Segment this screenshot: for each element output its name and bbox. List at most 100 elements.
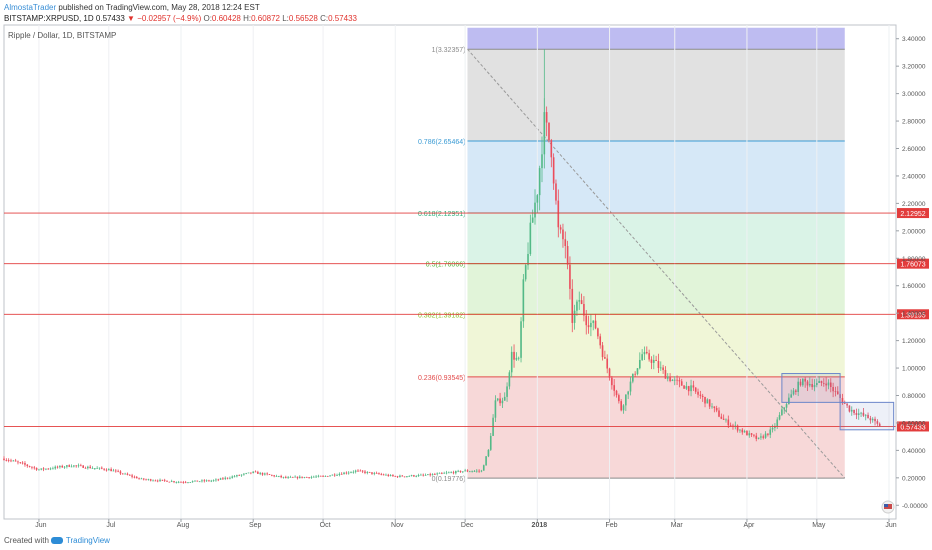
candle-body [133, 476, 136, 478]
candle-body [336, 474, 338, 476]
candle-body [431, 474, 434, 476]
candle-body [14, 460, 17, 462]
candle-body [611, 377, 613, 386]
chart-legend: Ripple / Dollar, 1D, BITSTAMP [8, 31, 116, 40]
footer: Created with TradingView [4, 536, 110, 545]
candle-body [324, 475, 327, 477]
candle-body [813, 385, 816, 388]
candle-body [298, 476, 301, 479]
fib-level-label: 0.382(1.39182) [418, 312, 465, 319]
candle-body [154, 480, 157, 482]
candle-body [522, 279, 525, 322]
candle-body [399, 475, 401, 478]
candle-body [261, 472, 264, 475]
price-line-tag-label: 1.76073 [900, 262, 925, 269]
candle-body [802, 378, 804, 386]
candle-body [820, 380, 823, 383]
candle-body [345, 472, 348, 474]
candle-body [548, 122, 550, 141]
candle-body [506, 386, 508, 397]
candle-body [809, 384, 811, 386]
candle-body [746, 431, 748, 436]
author-link[interactable]: AlmostaTrader [4, 3, 57, 12]
candle-body [755, 435, 758, 439]
candle-body [182, 482, 185, 483]
candle-body [606, 358, 609, 369]
candle-body [278, 475, 280, 477]
close-label: C: [320, 14, 329, 23]
candle-body [461, 471, 464, 473]
candle-body [666, 376, 669, 379]
low-label: L: [282, 14, 289, 23]
candle-body [149, 479, 152, 481]
candle-body [257, 471, 259, 474]
candle-body [294, 476, 296, 478]
candle-body [59, 465, 61, 468]
flag-icon[interactable] [881, 500, 895, 514]
candle-body [441, 472, 443, 474]
candle-body [459, 470, 462, 473]
x-tick-label: 2018 [532, 522, 548, 529]
candle-body [599, 336, 602, 346]
created-with-label: Created with [4, 536, 49, 545]
fib-level-label: 0(0.19776) [432, 476, 466, 483]
candle-body [289, 476, 292, 478]
symbol-ohlc-line: BITSTAMP:XRPUSD, 1D 0.57433 ▼ −0.02957 (… [4, 14, 357, 24]
candle-body [56, 466, 59, 468]
candle-body [422, 474, 425, 476]
candle-body [371, 472, 373, 474]
candle-body [343, 472, 345, 475]
candle-body [198, 481, 201, 483]
candle-body [359, 470, 362, 472]
candle-body [33, 467, 36, 469]
candle-body [452, 472, 455, 474]
candle-body [690, 385, 692, 392]
close-value: 0.57433 [328, 14, 357, 23]
candle-body [822, 382, 825, 384]
candle-body [552, 157, 555, 184]
candle-body [173, 481, 175, 483]
candle-body [659, 367, 662, 369]
fib-level-label: 0.5(1.76066) [426, 262, 466, 269]
candle-body [718, 410, 720, 417]
candle-body [49, 468, 52, 470]
fib-zone [467, 213, 845, 264]
candle-body [201, 480, 203, 482]
candle-body [520, 321, 522, 358]
candle-body [510, 351, 513, 373]
y-tick-label: 1.80000 [902, 256, 926, 263]
low-value: 0.56528 [288, 14, 318, 23]
x-tick-label: Jul [106, 522, 115, 529]
candle-body [478, 470, 480, 472]
candle-body [236, 475, 238, 477]
candle-body [368, 471, 371, 473]
candle-body [764, 433, 767, 438]
candle-body [238, 475, 241, 476]
candle-body [354, 470, 357, 472]
candle-body [247, 472, 250, 474]
candle-body [222, 478, 224, 480]
y-tick-label: 0.80000 [902, 393, 926, 400]
candle-body [54, 466, 57, 469]
candle-body [771, 427, 774, 430]
fib-zone [467, 27, 845, 50]
candle-body [641, 354, 643, 360]
tradingview-brand[interactable]: TradingView [65, 536, 110, 545]
candle-body [590, 322, 592, 328]
candle-body [387, 474, 390, 476]
candle-body [711, 406, 713, 408]
candle-body [781, 409, 783, 415]
candle-body [131, 475, 133, 477]
candle-body [792, 390, 795, 395]
candle-body [597, 328, 599, 337]
candle-body [517, 357, 520, 359]
candle-body [815, 382, 818, 386]
candle-body [620, 401, 622, 411]
candle-body [527, 253, 529, 266]
candle-body [434, 474, 436, 475]
candle-body [105, 469, 108, 471]
candle-body [550, 140, 553, 158]
candle-body [776, 419, 779, 427]
candle-body [555, 183, 557, 201]
